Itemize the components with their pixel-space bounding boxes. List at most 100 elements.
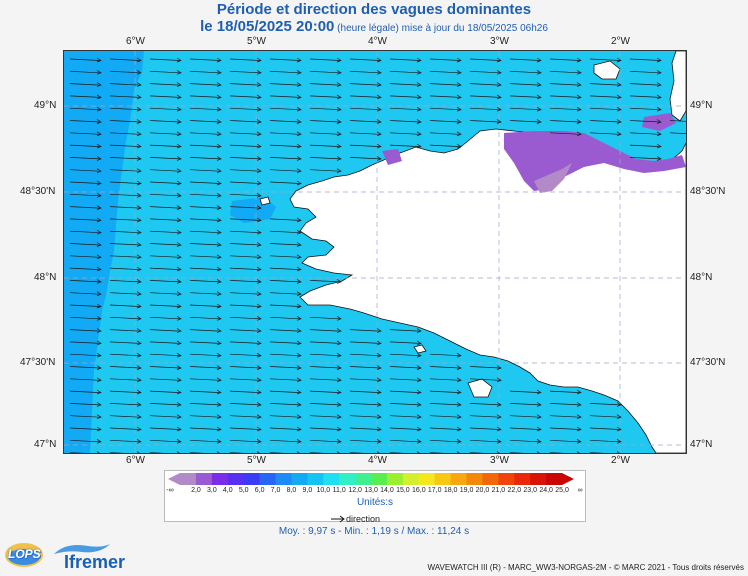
copyright-footer: WAVEWATCH III (R) - MARC_WW3-NORGAS-2M -… [427,563,744,572]
direction-arrow [149,205,182,210]
direction-arrow [429,377,462,383]
direction-arrow [509,451,540,453]
lon-label-bottom-4w: 4°W [368,455,387,466]
units-label: Unités:s [356,497,394,508]
direction-arrow [109,340,142,346]
colorbar-label: 23,0 [523,487,538,494]
direction-arrow [389,439,422,444]
direction-arrow [229,242,262,247]
direction-arrow [229,229,262,235]
colorbar-segment [227,473,245,485]
direction-arrow [69,365,102,370]
direction-arrow [109,82,142,87]
direction-arrow [229,119,262,124]
direction-arrow [69,291,102,297]
direction-arrow [509,70,542,75]
direction-arrow [69,229,102,235]
direction-arrow [589,106,622,112]
direction-arrow [629,143,662,149]
island-ouessant [259,196,271,206]
direction-arrow [149,402,182,407]
direction-arrow [429,119,462,124]
direction-arrow [349,94,382,100]
direction-arrow [149,328,182,333]
direction-arrow [429,414,462,420]
island-jersey [593,60,621,80]
direction-arrow [269,377,302,383]
direction-arrow [189,70,222,75]
direction-arrow [69,180,102,186]
direction-arrow [69,451,100,453]
direction-arrow [469,57,502,63]
direction-arrow [269,389,302,395]
graticule [64,51,686,453]
lops-logo-text: LOPS [8,547,41,561]
direction-arrow [69,82,102,87]
lat-label-left-47n: 47°N [34,439,57,450]
direction-arrow [69,316,102,321]
direction-arrow [229,389,262,395]
colorbar-segment [450,473,467,485]
direction-arrow [69,266,102,272]
direction-arrow [589,131,622,137]
colorbar-segment [530,473,547,485]
direction-arrow [189,229,222,235]
direction-arrow [109,316,142,321]
direction-arrow [429,94,462,100]
direction-arrow [189,254,222,260]
direction-arrow [589,439,622,444]
colorbar-label: 15,0 [396,487,410,494]
lat-label-right-47n: 47°N [690,439,713,450]
direction-arrow [149,193,182,198]
direction-arrow [549,119,582,124]
colorbar-label: 8,0 [286,487,297,494]
direction-arrow [109,168,142,174]
direction-arrow [509,389,542,395]
direction-arrow [589,57,622,63]
colorbar-label: 18,0 [443,487,458,494]
direction-arrow [189,119,222,124]
direction-arrow [309,279,342,284]
colorbar-label: 5,0 [238,487,249,494]
colorbar-label: 6,0 [254,487,265,494]
direction-arrow [589,402,622,407]
direction-arrow [229,180,262,186]
direction-arrow [109,451,140,453]
direction-arrow [189,291,222,297]
direction-arrow [189,205,222,210]
direction-arrow [469,106,502,112]
direction-arrow [189,242,222,247]
colorbar-label: 17,0 [427,487,442,494]
ifremer-logo: Ifremer [48,540,148,572]
wave-period-map [64,51,686,453]
direction-arrow [349,57,382,63]
direction-arrow [69,254,102,260]
direction-arrow [189,180,222,186]
direction-label: direction [346,514,381,524]
direction-arrow [229,340,262,346]
direction-arrow [269,168,302,174]
direction-arrow [149,57,182,63]
direction-arrow [229,402,262,407]
direction-arrow [229,254,262,260]
colorbar-label: 12,0 [348,487,362,494]
update-info: (heure légale) mise à jour du 18/05/2025… [334,23,548,34]
direction-arrow [549,94,582,100]
direction-arrow [69,389,102,395]
direction-arrow [189,365,222,370]
direction-arrow [229,82,262,87]
colorbar-segment [259,473,276,485]
direction-arrow [429,389,462,395]
lat-label-left-49n: 49°N [34,100,57,111]
direction-arrow [229,439,262,444]
direction-arrow [389,402,422,407]
direction-arrow [69,340,102,346]
direction-arrow [509,82,542,87]
direction-arrow [309,131,342,137]
direction-arrow [269,143,302,149]
direction-arrow [149,279,182,284]
colorbar-label-max: ∞ [577,487,583,494]
direction-arrow [549,451,580,453]
direction-arrow [389,328,422,333]
direction-arrow [229,266,262,272]
